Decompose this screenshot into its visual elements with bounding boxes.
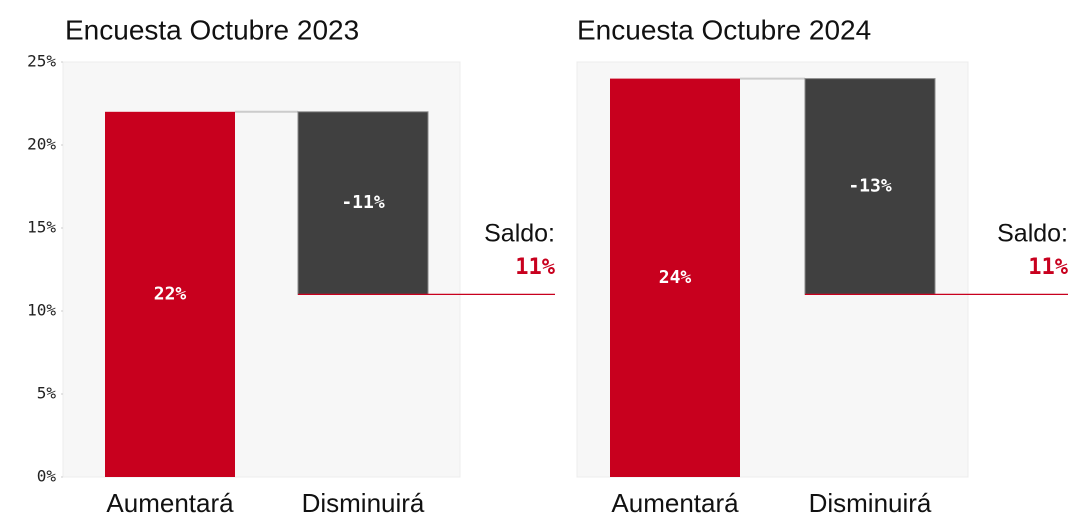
bar [610,78,740,477]
value-label: -11% [341,192,385,213]
x-tick-label: Disminuirá [809,488,932,518]
y-tick-label: 20% [27,135,56,154]
chart-title: Encuesta Octubre 2023 [65,14,359,45]
y-tick-label: 10% [27,301,56,320]
bar [804,78,936,295]
value-label: 22% [154,283,187,304]
x-tick-label: Aumentará [106,488,234,518]
value-label: -13% [848,176,892,197]
bar [297,111,429,295]
saldo-text: Saldo: [484,220,555,248]
y-tick-label: 25% [27,52,56,71]
chart-title: Encuesta Octubre 2024 [577,14,871,45]
saldo-value: 11% [1028,255,1068,280]
x-tick-label: Aumentará [611,488,739,518]
y-tick-label: 15% [27,218,56,237]
bar [105,111,235,478]
x-tick-label: Disminuirá [302,488,425,518]
y-tick-label: 5% [37,384,57,403]
saldo-text: Saldo: [997,220,1068,248]
saldo-value: 11% [515,255,555,280]
value-label: 24% [659,267,692,288]
y-tick-label: 0% [37,467,57,486]
